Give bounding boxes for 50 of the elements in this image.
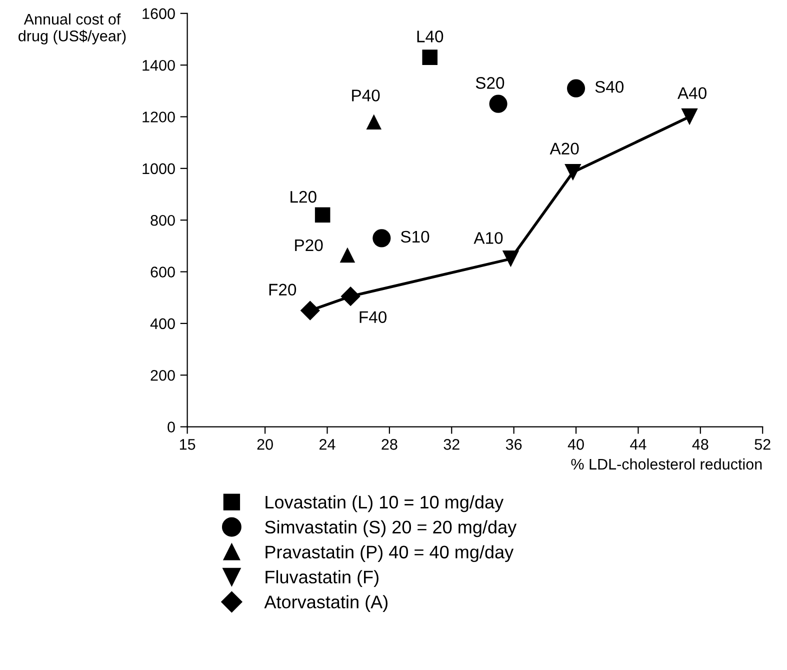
point <box>314 207 330 223</box>
point <box>340 286 360 306</box>
x-tick-label: 24 <box>320 439 336 450</box>
x-axis-title: % LDL-cholesterol reduction <box>571 458 762 470</box>
legend-label: Simvastatin (S) 20 = 20 mg/day <box>265 520 517 538</box>
x-tick-label: 32 <box>444 439 460 450</box>
annotation: A10 <box>474 232 503 244</box>
annotation: P40 <box>352 90 380 102</box>
legend-label: Pravastatin (P) 40 = 40 mg/day <box>266 545 514 562</box>
point <box>489 94 508 113</box>
x-tick-label: 48 <box>692 439 708 450</box>
annotation: F20 <box>269 284 296 296</box>
annotation: L40 <box>417 30 444 42</box>
x-tick-label: 52 <box>754 439 770 450</box>
annotation: A20 <box>550 142 579 155</box>
y-tick-label: 400 <box>150 318 175 330</box>
annotation: P20 <box>295 239 323 252</box>
annotation: S40 <box>595 81 624 93</box>
point <box>502 250 520 268</box>
annotation: L20 <box>290 190 316 203</box>
annotation: A40 <box>678 87 706 99</box>
annotation: S20 <box>476 77 504 89</box>
y-axis-title: Annual cost of drug (US$/year) <box>18 13 126 44</box>
annotation: F40 <box>360 311 386 324</box>
y-tick-label: 1000 <box>142 163 175 174</box>
point <box>564 164 582 181</box>
y-tick-label: 1400 <box>142 60 175 71</box>
y-tick-label: 1600 <box>142 8 175 20</box>
point <box>681 108 698 126</box>
x-tick-label: 20 <box>257 439 273 450</box>
x-tick-label: 40 <box>568 439 584 450</box>
annotation: S10 <box>400 230 430 243</box>
x-tick-label: 36 <box>506 439 522 450</box>
legend-label: Atorvastatin (A) <box>264 595 388 612</box>
x-tick-label: 28 <box>382 439 398 450</box>
y-tick-label: 600 <box>150 266 175 278</box>
point <box>372 229 391 248</box>
point <box>340 247 356 263</box>
point <box>300 300 320 320</box>
y-tick-label: 0 <box>168 422 175 432</box>
x-tick-label: 15 <box>180 439 196 450</box>
point <box>366 114 382 130</box>
y-tick-label: 800 <box>150 214 175 226</box>
legend-label: Fluvastatin (F) <box>266 570 378 587</box>
y-tick-label: 200 <box>150 370 175 381</box>
x-tick-label: 44 <box>630 439 646 450</box>
point <box>566 79 586 98</box>
legend-label: Lovastatin (L) 10 = 10 mg/day <box>266 495 504 512</box>
point <box>422 50 438 65</box>
y-tick-label: 1200 <box>142 112 175 122</box>
